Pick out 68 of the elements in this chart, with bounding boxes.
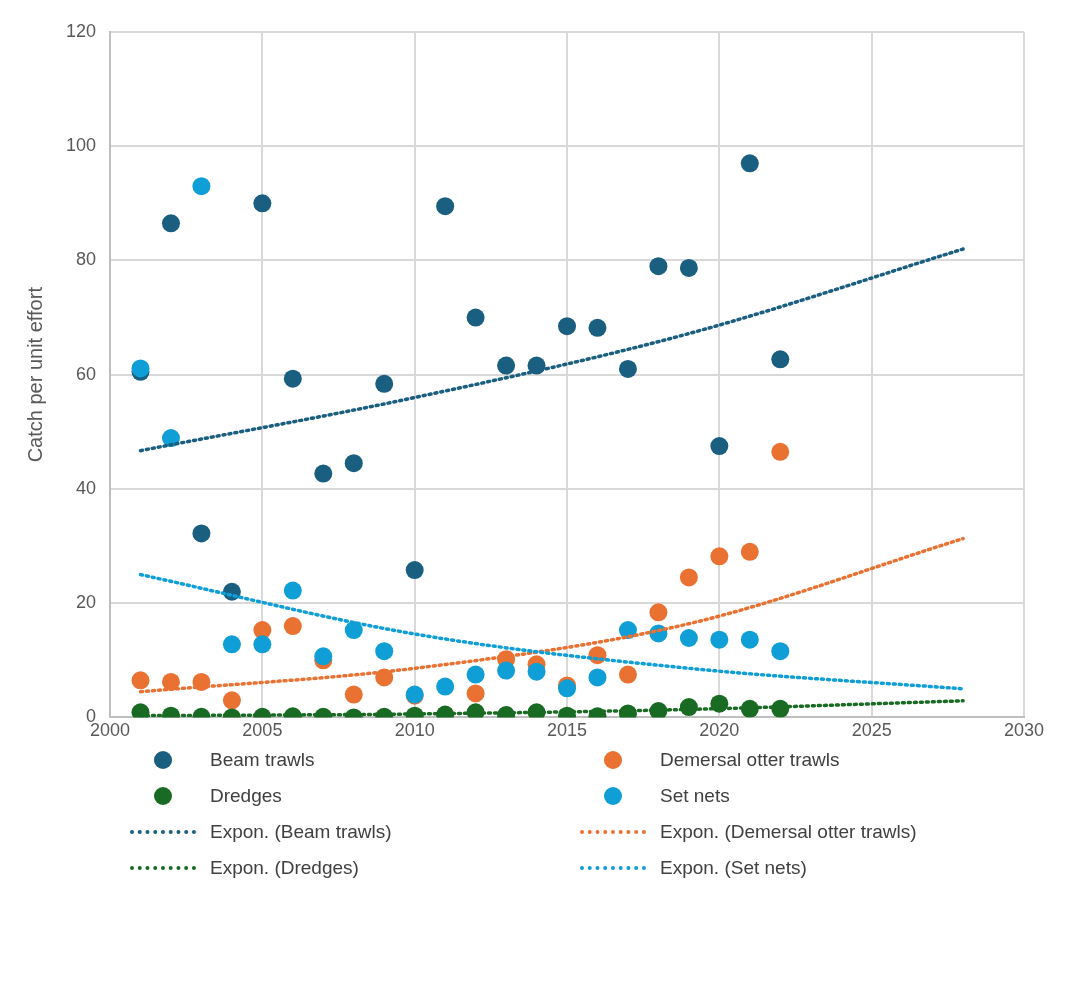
point — [771, 442, 790, 461]
point — [740, 630, 759, 649]
x-tick-label: 2030 — [1003, 720, 1045, 741]
point — [710, 547, 729, 566]
y-tick-label: 60 — [76, 363, 97, 384]
y-tick-label: 20 — [76, 592, 97, 613]
x-tick-label: 2025 — [851, 720, 892, 741]
legend-label: Demersal otter trawls — [660, 749, 840, 771]
point — [740, 542, 759, 561]
point — [649, 257, 668, 276]
point — [314, 464, 333, 483]
point — [466, 684, 485, 703]
point — [618, 359, 637, 378]
y-tick-label: 80 — [76, 249, 97, 270]
line-series — [138, 247, 965, 453]
point — [558, 317, 577, 336]
point — [161, 214, 180, 233]
legend-label: Expon. (Set nets) — [660, 857, 807, 879]
point — [497, 661, 516, 680]
point — [222, 635, 241, 654]
point — [192, 177, 211, 196]
point — [618, 665, 637, 684]
y-tick-label: 100 — [65, 135, 97, 156]
point — [649, 603, 668, 622]
legend-label: Expon. (Dredges) — [210, 857, 359, 879]
point — [375, 374, 394, 393]
y-tick-label: 40 — [76, 477, 97, 498]
point — [283, 369, 302, 388]
x-tick-label: 2010 — [394, 720, 435, 741]
point — [344, 454, 363, 473]
legend-label: Dredges — [210, 785, 282, 807]
point — [466, 308, 485, 327]
point — [527, 662, 546, 681]
point — [771, 350, 790, 369]
point — [740, 154, 759, 173]
legend-label: Set nets — [660, 785, 730, 807]
point — [314, 647, 333, 666]
point — [679, 568, 698, 587]
point — [222, 691, 241, 710]
point — [679, 258, 698, 277]
point — [131, 671, 150, 690]
point — [375, 642, 394, 661]
point — [588, 668, 607, 687]
point — [283, 617, 302, 636]
point — [497, 356, 516, 375]
point — [710, 437, 729, 456]
point — [771, 642, 790, 661]
point — [710, 630, 729, 649]
point — [283, 581, 302, 600]
x-tick-label: 2020 — [699, 720, 740, 741]
legend-label: Beam trawls — [210, 749, 315, 771]
y-tick-label: 120 — [65, 20, 97, 41]
x-tick-label: 2005 — [242, 720, 283, 741]
y-axis-title: Catch per unit effort — [23, 286, 46, 463]
point — [344, 685, 363, 704]
point — [436, 677, 455, 696]
point — [679, 629, 698, 648]
x-tick-label: 2015 — [546, 720, 588, 741]
legend-label: Expon. (Demersal otter trawls) — [660, 821, 917, 843]
point — [466, 665, 485, 684]
point — [253, 194, 272, 213]
point — [253, 635, 272, 654]
point — [588, 318, 607, 337]
point — [405, 561, 424, 580]
point — [192, 524, 211, 543]
point — [436, 197, 455, 216]
legend-label: Expon. (Beam trawls) — [210, 821, 392, 843]
line-series — [138, 572, 965, 691]
